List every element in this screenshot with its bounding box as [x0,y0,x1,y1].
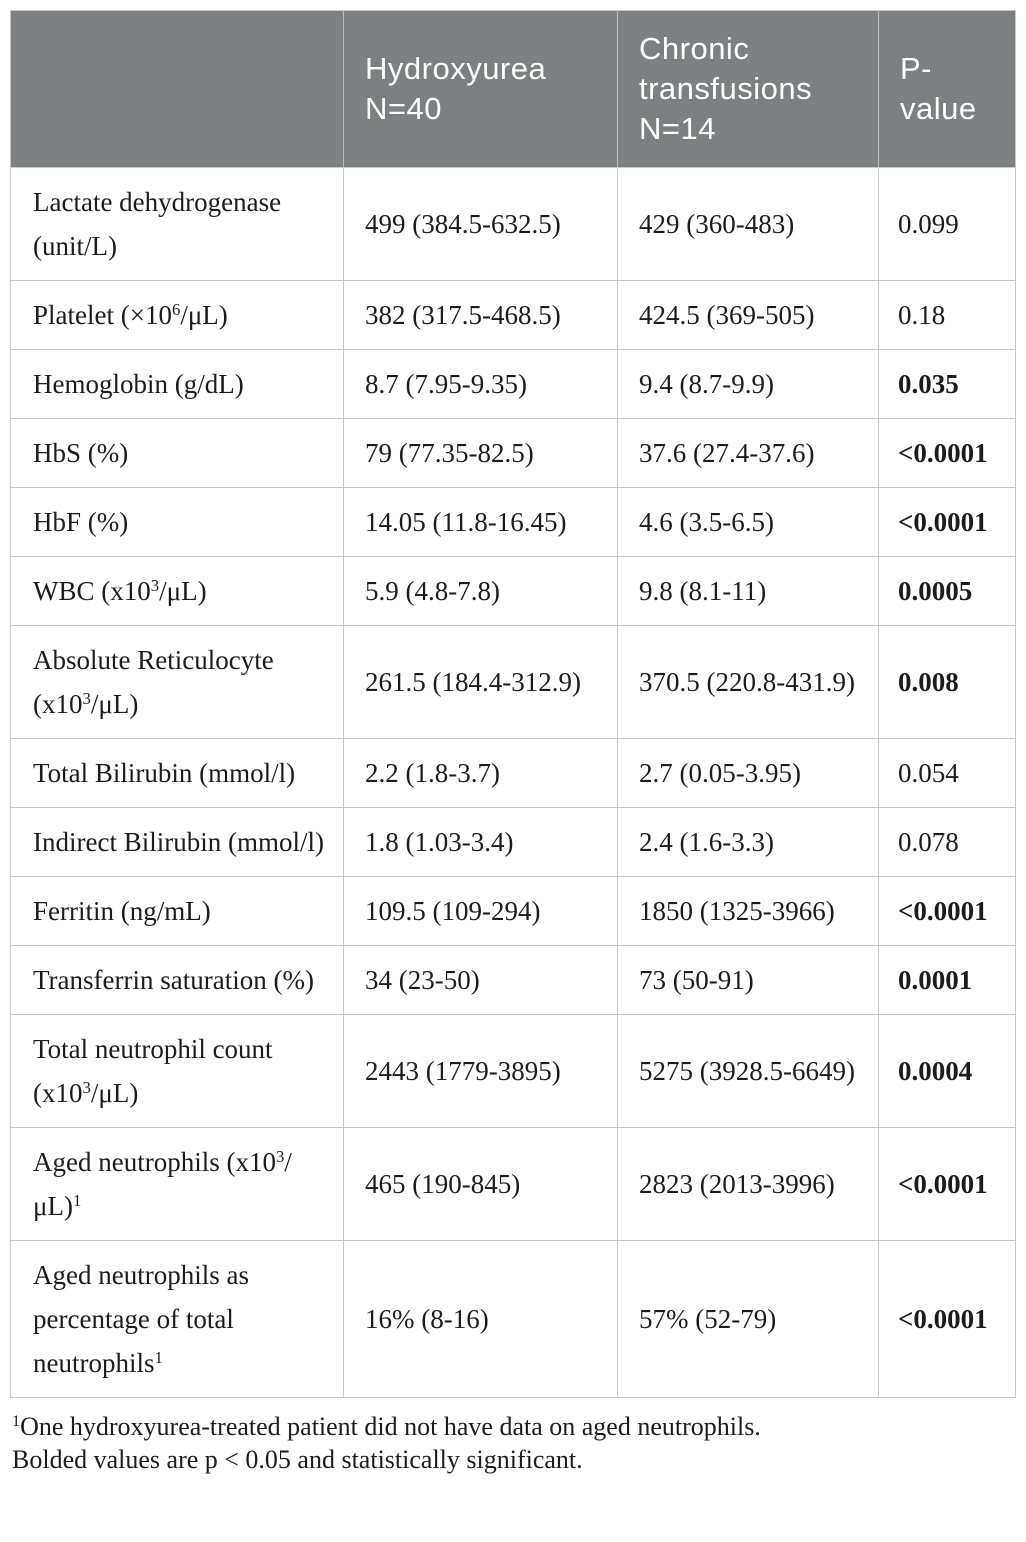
hydroxyurea-value-cell: 14.05 (11.8-16.45) [343,487,618,557]
chronic-transfusions-value-cell: 57% (52-79) [617,1240,879,1398]
hydroxyurea-value-cell: 16% (8-16) [343,1240,618,1398]
row-label-cell: HbS (%) [10,418,344,488]
hydroxyurea-value-cell: 499 (384.5-632.5) [343,167,618,281]
table-row: Transferrin saturation (%) 34 (23-50) 73 (… [10,945,1016,1015]
p-value-cell: 0.0004 [878,1014,1016,1128]
chronic-transfusions-value-cell: 5275 (3928.5-6649) [617,1014,879,1128]
chronic-transfusions-value-cell: 2.7 (0.05-3.95) [617,738,879,808]
table-row: HbF (%) 14.05 (11.8-16.45) 4.6 (3.5-6.5) <0… [10,487,1016,557]
header-cell-empty [10,10,344,168]
chronic-transfusions-value-cell: 9.8 (8.1-11) [617,556,879,626]
comparison-table: Hydroxyurea N=40 Chronic transfusions N=… [10,10,1016,1398]
chronic-transfusions-value-cell: 2823 (2013-3996) [617,1127,879,1241]
hydroxyurea-value-cell: 109.5 (109-294) [343,876,618,946]
hydroxyurea-value-cell: 5.9 (4.8-7.8) [343,556,618,626]
table-row: Aged neutrophils (x103/μL)1 465 (190-845)… [10,1127,1016,1241]
paper-table-figure: Hydroxyurea N=40 Chronic transfusions N=… [10,10,1016,1476]
row-label-cell: Hemoglobin (g/dL) [10,349,344,419]
row-label-cell: Platelet (×106/μL) [10,280,344,350]
chronic-transfusions-value-cell: 2.4 (1.6-3.3) [617,807,879,877]
header-row: Hydroxyurea N=40 Chronic transfusions N=… [10,10,1016,168]
footnote-line: 1One hydroxyurea-treated patient did not… [12,1412,761,1441]
table-row: Lactate dehydrogenase (unit/L) 499 (384.5… [10,167,1016,281]
p-value-cell: <0.0001 [878,876,1016,946]
table-row: Indirect Bilirubin (mmol/l) 1.8 (1.03-3.4… [10,807,1016,877]
chronic-transfusions-value-cell: 9.4 (8.7-9.9) [617,349,879,419]
chronic-transfusions-value-cell: 4.6 (3.5-6.5) [617,487,879,557]
hydroxyurea-value-cell: 2.2 (1.8-3.7) [343,738,618,808]
row-label-cell: Transferrin saturation (%) [10,945,344,1015]
p-value-cell: 0.078 [878,807,1016,877]
hydroxyurea-value-cell: 79 (77.35-82.5) [343,418,618,488]
p-value-cell: 0.0005 [878,556,1016,626]
row-label-cell: HbF (%) [10,487,344,557]
hydroxyurea-value-cell: 465 (190-845) [343,1127,618,1241]
table-row: Platelet (×106/μL) 382 (317.5-468.5) 424.5… [10,280,1016,350]
row-label-cell: Aged neutrophils (x103/μL)1 [10,1127,344,1241]
chronic-transfusions-value-cell: 429 (360-483) [617,167,879,281]
row-label-cell: WBC (x103/μL) [10,556,344,626]
p-value-cell: 0.18 [878,280,1016,350]
footnote-line: Bolded values are p < 0.05 and statistic… [12,1445,583,1474]
p-value-cell: <0.0001 [878,418,1016,488]
hydroxyurea-value-cell: 1.8 (1.03-3.4) [343,807,618,877]
table-row: Aged neutrophils as percentage of total … [10,1240,1016,1398]
footnotes: 1One hydroxyurea-treated patient did not… [10,1410,1015,1476]
chronic-transfusions-value-cell: 370.5 (220.8-431.9) [617,625,879,739]
p-value-cell: 0.0001 [878,945,1016,1015]
hydroxyurea-value-cell: 34 (23-50) [343,945,618,1015]
hydroxyurea-value-cell: 8.7 (7.95-9.35) [343,349,618,419]
p-value-cell: 0.008 [878,625,1016,739]
table-body: Lactate dehydrogenase (unit/L) 499 (384.5… [10,167,1016,1398]
table-row: WBC (x103/μL) 5.9 (4.8-7.8) 9.8 (8.1-11) 0.… [10,556,1016,626]
header-cell-hydroxyurea: Hydroxyurea N=40 [343,10,618,168]
table-row: Total neutrophil count (x103/μL) 2443 (17… [10,1014,1016,1128]
p-value-cell: <0.0001 [878,1240,1016,1398]
row-label-cell: Total Bilirubin (mmol/l) [10,738,344,808]
p-value-cell: <0.0001 [878,1127,1016,1241]
table-header: Hydroxyurea N=40 Chronic transfusions N=… [10,10,1016,168]
hydroxyurea-value-cell: 2443 (1779-3895) [343,1014,618,1128]
row-label-cell: Indirect Bilirubin (mmol/l) [10,807,344,877]
row-label-cell: Lactate dehydrogenase (unit/L) [10,167,344,281]
hydroxyurea-value-cell: 382 (317.5-468.5) [343,280,618,350]
p-value-cell: 0.054 [878,738,1016,808]
table-row: HbS (%) 79 (77.35-82.5) 37.6 (27.4-37.6) <0… [10,418,1016,488]
chronic-transfusions-value-cell: 424.5 (369-505) [617,280,879,350]
row-label-cell: Aged neutrophils as percentage of total … [10,1240,344,1398]
row-label-cell: Ferritin (ng/mL) [10,876,344,946]
chronic-transfusions-value-cell: 73 (50-91) [617,945,879,1015]
chronic-transfusions-value-cell: 37.6 (27.4-37.6) [617,418,879,488]
header-cell-chronic-transfusions: Chronic transfusions N=14 [617,10,879,168]
p-value-cell: <0.0001 [878,487,1016,557]
header-cell-p-value: P- value [878,10,1016,168]
p-value-cell: 0.099 [878,167,1016,281]
table-row: Absolute Reticulocyte (x103/μL) 261.5 (18… [10,625,1016,739]
row-label-cell: Absolute Reticulocyte (x103/μL) [10,625,344,739]
chronic-transfusions-value-cell: 1850 (1325-3966) [617,876,879,946]
table-row: Ferritin (ng/mL) 109.5 (109-294) 1850 (132… [10,876,1016,946]
table-row: Total Bilirubin (mmol/l) 2.2 (1.8-3.7) 2.7… [10,738,1016,808]
row-label-cell: Total neutrophil count (x103/μL) [10,1014,344,1128]
p-value-cell: 0.035 [878,349,1016,419]
table-row: Hemoglobin (g/dL) 8.7 (7.95-9.35) 9.4 (8.7… [10,349,1016,419]
hydroxyurea-value-cell: 261.5 (184.4-312.9) [343,625,618,739]
